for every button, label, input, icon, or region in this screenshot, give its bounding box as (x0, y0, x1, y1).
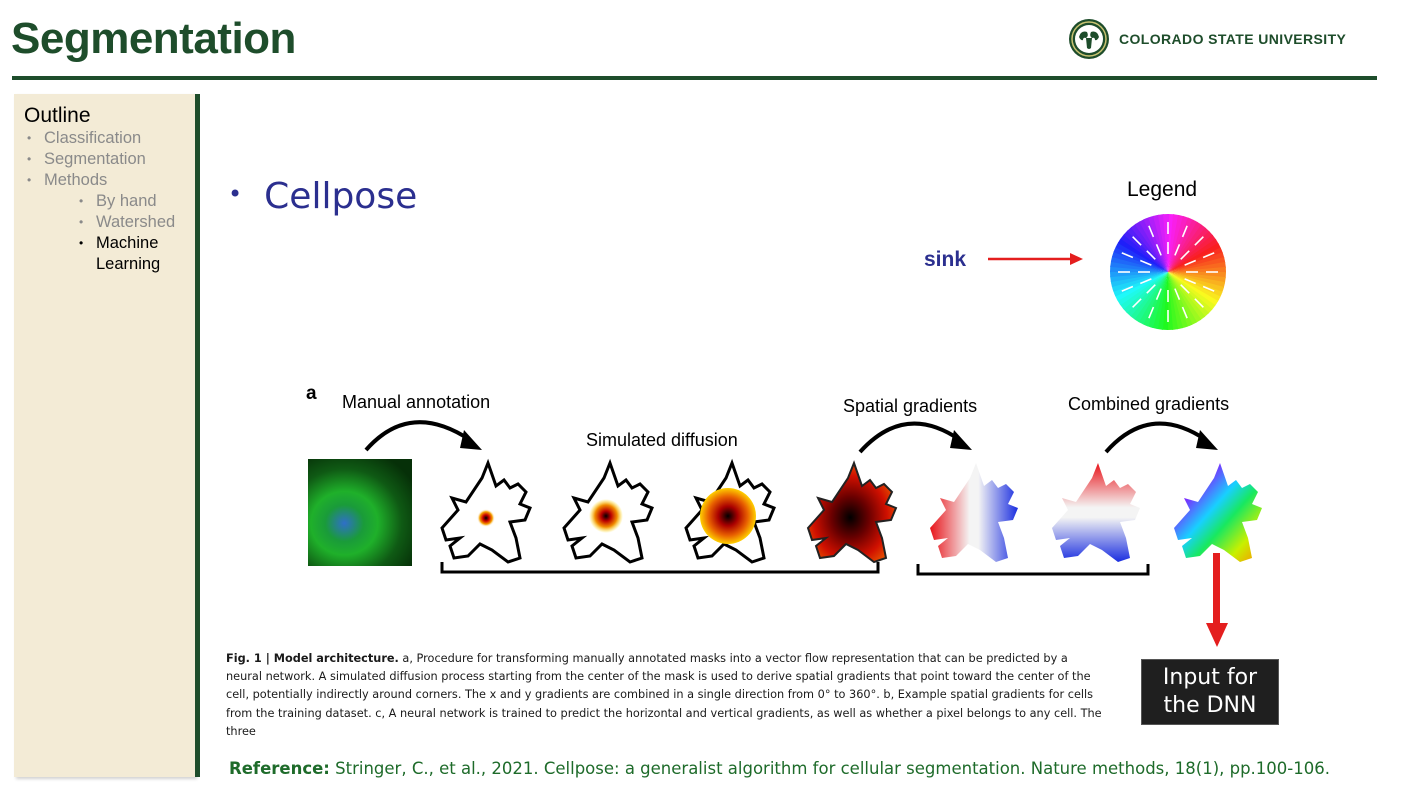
curved-arrow-icon (364, 420, 472, 452)
sidebar-divider (195, 94, 200, 777)
bracket-diffusion (440, 562, 880, 574)
reference-text: Stringer, C., et al., 2021. Cellpose: a … (329, 759, 1330, 778)
outline-item-by-hand[interactable]: • By hand (14, 191, 195, 212)
university-brand: COLORADO STATE UNIVERSITY (1068, 18, 1346, 60)
spatial-gradients-label: Spatial gradients (843, 396, 978, 416)
outline-list: • Classification • Segmentation • Methods •… (14, 128, 195, 275)
sink-label: sink (924, 248, 967, 271)
outline-item-label: Machine Learning (96, 234, 161, 273)
combined-gradients-label: Combined gradients (1068, 394, 1230, 414)
main-bullet-text: Cellpose (264, 176, 418, 217)
arrowhead-icon (460, 430, 482, 450)
reference-line: Reference: Stringer, C., et al., 2021. C… (229, 759, 1330, 778)
ram-logo-icon (1069, 19, 1109, 59)
dnn-box-line1: Input for (1162, 665, 1258, 690)
bullet-icon: • (27, 152, 32, 166)
outline-item-label: Classification (44, 129, 142, 147)
diffusion-cell-1 (440, 461, 532, 564)
bullet-icon: • (27, 173, 32, 187)
dnn-box-line2: the DNN (1163, 693, 1257, 718)
bullet-icon: • (27, 131, 32, 145)
combined-gradient-cell (1174, 463, 1262, 562)
bullet-icon: • (79, 194, 84, 208)
outline-item-methods[interactable]: • Methods (14, 170, 195, 191)
outline-item-label: Watershed (96, 213, 176, 231)
curved-arrow-icon (858, 421, 962, 454)
reference-label: Reference: (229, 759, 330, 778)
cellpose-figure: a Manual annotation Simulated diffusion … (300, 378, 1280, 608)
diffusion-cell-2 (562, 461, 654, 564)
sink-arrow-icon (988, 253, 1083, 265)
outline-item-machine-learning[interactable]: • Machine Learning (14, 233, 184, 275)
brand-name: COLORADO STATE UNIVERSITY (1119, 31, 1347, 47)
outline-heading: Outline (24, 104, 91, 127)
legend-title: Legend (1127, 178, 1198, 201)
diffusion-cell-3 (684, 461, 776, 564)
arrowhead-icon (1196, 430, 1218, 450)
gradient-y-cell (1052, 463, 1140, 562)
arrowhead-icon (950, 430, 972, 450)
outline-item-label: Segmentation (44, 150, 146, 168)
manual-annotation-label: Manual annotation (342, 392, 491, 412)
title-divider (12, 76, 1377, 80)
simulated-diffusion-label: Simulated diffusion (586, 430, 738, 450)
main-bullet: • Cellpose (228, 176, 417, 217)
gradient-x-cell (930, 463, 1018, 562)
outline-item-classification[interactable]: • Classification (14, 128, 195, 149)
diffusion-cell-4 (807, 462, 897, 563)
curved-arrow-icon (1104, 421, 1208, 454)
caption-label: Fig. 1 | Model architecture. (226, 652, 399, 665)
outline-item-segmentation[interactable]: • Segmentation (14, 149, 195, 170)
outline-item-label: Methods (44, 171, 108, 189)
caption-text: a, Procedure for transforming manually a… (226, 652, 1102, 738)
slide-title: Segmentation (11, 14, 296, 63)
outline-item-watershed[interactable]: • Watershed (14, 212, 195, 233)
bullet-icon: • (228, 180, 243, 208)
hsv-wheel-icon (1110, 214, 1226, 330)
bracket-gradients (916, 564, 1150, 576)
microscopy-image (308, 459, 412, 566)
color-wheel-legend (1109, 213, 1227, 331)
panel-label: a (306, 383, 317, 404)
outline-item-label: By hand (96, 192, 157, 210)
bullet-icon: • (79, 215, 84, 229)
figure-caption: Fig. 1 | Model architecture. a, Procedur… (226, 650, 1106, 741)
figure-graphics (364, 420, 1262, 576)
outline-sidebar: Outline • Classification • Segmentation • M… (14, 94, 195, 777)
down-arrow-icon (1206, 553, 1228, 647)
bullet-icon: • (79, 236, 84, 250)
dnn-input-box: Input for the DNN (1141, 659, 1279, 725)
